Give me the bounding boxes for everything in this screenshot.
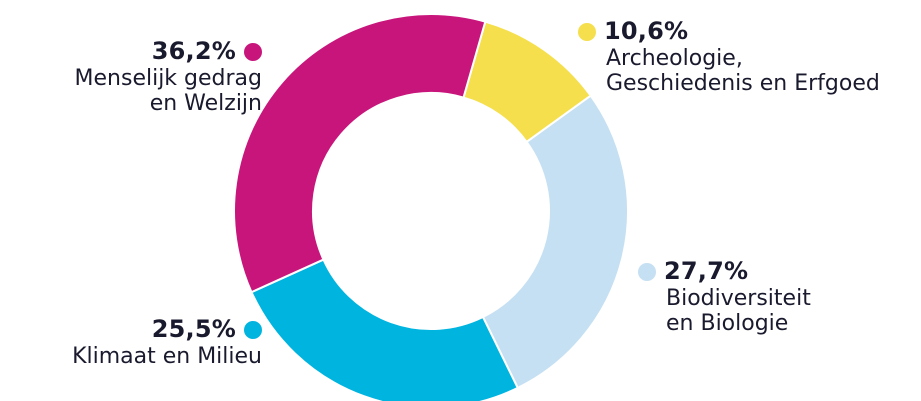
slice-label: Geschiedenis en Erfgoed (606, 70, 880, 96)
slice-label: Biodiversiteit (666, 285, 811, 311)
legend-archeologie: 10,6% Archeologie, Geschiedenis en Erfgo… (578, 17, 880, 96)
slice-label: Klimaat en Milieu (72, 343, 262, 369)
slice-color-dot (638, 262, 656, 281)
slice-percentage: 25,5% (151, 315, 236, 343)
slice-label: en Biologie (666, 310, 789, 336)
slice-percentage: 27,7% (664, 257, 749, 285)
slice-percentage: 36,2% (151, 37, 236, 65)
legend-klimaat: 25,5% Klimaat en Milieu (0, 315, 262, 369)
donut-slice-3 (233, 13, 487, 294)
slice-color-dot (578, 22, 596, 41)
slice-color-dot (244, 320, 262, 339)
donut-slice-1 (481, 94, 629, 390)
donut-slice-2 (250, 258, 520, 401)
legend-biodiversiteit: 27,7% Biodiversiteit en Biologie (638, 257, 811, 336)
slice-label: Menselijk gedrag (74, 65, 262, 91)
slice-color-dot (244, 42, 262, 61)
slice-label: Archeologie, (606, 45, 743, 71)
legend-menselijk-gedrag: 36,2% Menselijk gedrag en Welzijn (0, 37, 262, 116)
slice-percentage: 10,6% (604, 17, 689, 45)
slice-label: en Welzijn (149, 90, 262, 116)
